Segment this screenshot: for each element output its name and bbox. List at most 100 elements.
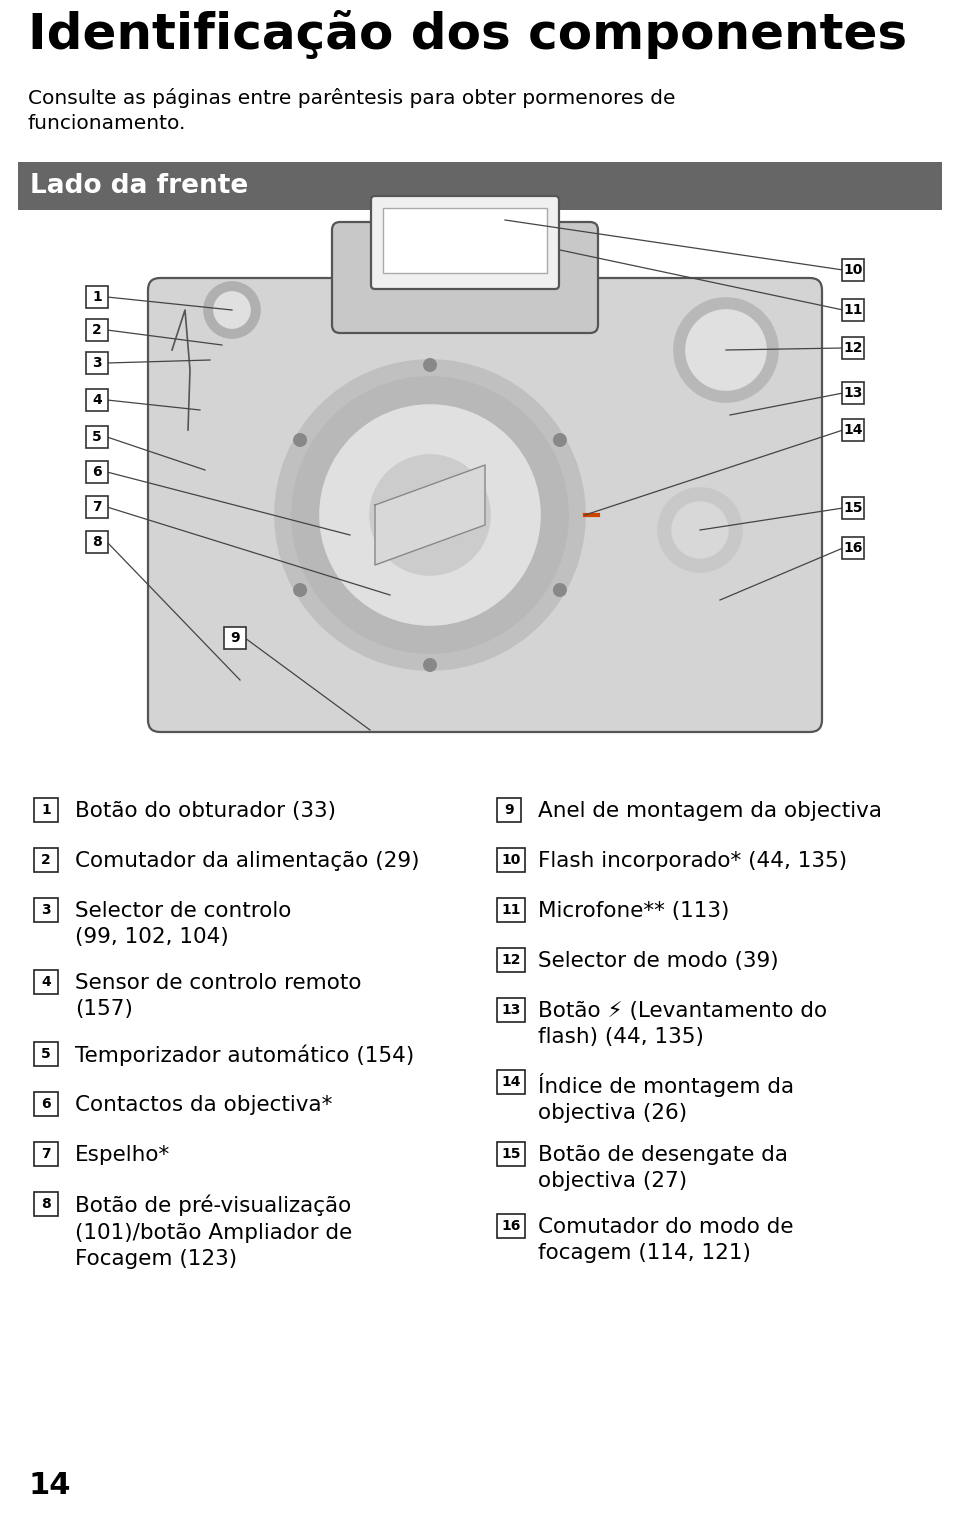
FancyBboxPatch shape	[34, 797, 58, 822]
Text: 4: 4	[92, 393, 102, 407]
Text: Anel de montagem da objectiva: Anel de montagem da objectiva	[538, 801, 882, 820]
Text: 15: 15	[501, 1147, 520, 1161]
FancyBboxPatch shape	[86, 425, 108, 448]
Text: Espelho*: Espelho*	[75, 1145, 170, 1165]
Text: Consulte as páginas entre parêntesis para obter pormenores de
funcionamento.: Consulte as páginas entre parêntesis par…	[28, 88, 676, 134]
Text: Lado da frente: Lado da frente	[30, 173, 249, 199]
Circle shape	[293, 433, 307, 447]
Text: 12: 12	[501, 952, 520, 968]
Text: 3: 3	[92, 355, 102, 371]
FancyBboxPatch shape	[34, 1192, 58, 1217]
FancyBboxPatch shape	[842, 260, 864, 281]
Text: 7: 7	[41, 1147, 51, 1161]
Text: 16: 16	[843, 541, 863, 554]
Text: Microfone** (113): Microfone** (113)	[538, 901, 730, 921]
Text: 13: 13	[501, 1003, 520, 1018]
FancyBboxPatch shape	[497, 797, 521, 822]
Text: 5: 5	[92, 430, 102, 444]
Circle shape	[214, 292, 250, 328]
Circle shape	[293, 583, 307, 597]
Text: 6: 6	[41, 1097, 51, 1110]
Circle shape	[553, 583, 567, 597]
FancyBboxPatch shape	[497, 1214, 525, 1238]
Text: 9: 9	[230, 630, 240, 646]
Text: 15: 15	[843, 501, 863, 515]
Text: Flash incorporado* (44, 135): Flash incorporado* (44, 135)	[538, 851, 847, 870]
Circle shape	[320, 406, 540, 624]
Text: 4: 4	[41, 975, 51, 989]
FancyBboxPatch shape	[34, 1142, 58, 1167]
Text: 8: 8	[41, 1197, 51, 1211]
Text: 1: 1	[92, 290, 102, 304]
Text: Botão ⚡ (Levantamento do
flash) (44, 135): Botão ⚡ (Levantamento do flash) (44, 135…	[538, 1001, 828, 1048]
Text: 11: 11	[843, 302, 863, 317]
Text: 6: 6	[92, 465, 102, 478]
Text: 14: 14	[843, 422, 863, 437]
Circle shape	[370, 456, 490, 576]
Text: Selector de controlo
(99, 102, 104): Selector de controlo (99, 102, 104)	[75, 901, 292, 948]
FancyBboxPatch shape	[842, 299, 864, 321]
Text: 13: 13	[843, 386, 863, 399]
Circle shape	[672, 501, 728, 557]
Polygon shape	[375, 465, 485, 565]
Circle shape	[292, 377, 568, 653]
FancyBboxPatch shape	[332, 222, 598, 333]
Text: 8: 8	[92, 535, 102, 548]
Text: Contactos da objectiva*: Contactos da objectiva*	[75, 1095, 332, 1115]
FancyBboxPatch shape	[842, 337, 864, 358]
Text: 14: 14	[501, 1075, 520, 1089]
Text: Sensor de controlo remoto
(157): Sensor de controlo remoto (157)	[75, 974, 362, 1019]
Circle shape	[204, 283, 260, 339]
FancyBboxPatch shape	[86, 532, 108, 553]
FancyBboxPatch shape	[371, 196, 559, 289]
Circle shape	[553, 433, 567, 447]
Text: 7: 7	[92, 500, 102, 513]
Text: Botão do obturador (33): Botão do obturador (33)	[75, 801, 336, 820]
Text: 11: 11	[501, 902, 520, 917]
FancyBboxPatch shape	[224, 627, 246, 649]
Text: Índice de montagem da
objectiva (26): Índice de montagem da objectiva (26)	[538, 1072, 794, 1124]
Text: 12: 12	[843, 340, 863, 355]
FancyBboxPatch shape	[86, 497, 108, 518]
Text: Comutador do modo de
focagem (114, 121): Comutador do modo de focagem (114, 121)	[538, 1217, 794, 1264]
FancyBboxPatch shape	[86, 460, 108, 483]
Circle shape	[658, 488, 742, 573]
FancyBboxPatch shape	[842, 497, 864, 519]
FancyBboxPatch shape	[86, 389, 108, 412]
FancyBboxPatch shape	[34, 898, 58, 922]
Text: 9: 9	[504, 804, 514, 817]
FancyBboxPatch shape	[497, 998, 525, 1022]
Text: 14: 14	[28, 1470, 70, 1499]
Text: Botão de pré-visualização
(101)/botão Ampliador de
Focagem (123): Botão de pré-visualização (101)/botão Am…	[75, 1195, 352, 1270]
Text: 16: 16	[501, 1220, 520, 1233]
Circle shape	[423, 358, 437, 372]
Circle shape	[275, 360, 585, 670]
Text: Selector de modo (39): Selector de modo (39)	[538, 951, 779, 971]
Circle shape	[410, 495, 450, 535]
FancyBboxPatch shape	[497, 1142, 525, 1167]
FancyBboxPatch shape	[842, 419, 864, 441]
Text: Comutador da alimentação (29): Comutador da alimentação (29)	[75, 851, 420, 870]
Text: 10: 10	[501, 854, 520, 867]
Text: 2: 2	[92, 324, 102, 337]
Circle shape	[686, 310, 766, 390]
FancyBboxPatch shape	[18, 163, 942, 210]
Circle shape	[674, 298, 778, 403]
FancyBboxPatch shape	[86, 319, 108, 340]
FancyBboxPatch shape	[86, 286, 108, 308]
Text: 3: 3	[41, 902, 51, 917]
FancyBboxPatch shape	[842, 381, 864, 404]
Text: Botão de desengate da
objectiva (27): Botão de desengate da objectiva (27)	[538, 1145, 788, 1191]
FancyBboxPatch shape	[497, 848, 525, 872]
FancyBboxPatch shape	[148, 278, 822, 732]
FancyBboxPatch shape	[497, 948, 525, 972]
FancyBboxPatch shape	[497, 898, 525, 922]
Text: Temporizador automático (154): Temporizador automático (154)	[75, 1045, 415, 1066]
FancyBboxPatch shape	[86, 352, 108, 374]
FancyBboxPatch shape	[497, 1069, 525, 1094]
FancyBboxPatch shape	[34, 1042, 58, 1066]
FancyBboxPatch shape	[34, 971, 58, 993]
Text: Identificação dos componentes: Identificação dos componentes	[28, 11, 907, 59]
FancyBboxPatch shape	[34, 1092, 58, 1116]
FancyBboxPatch shape	[383, 208, 547, 273]
